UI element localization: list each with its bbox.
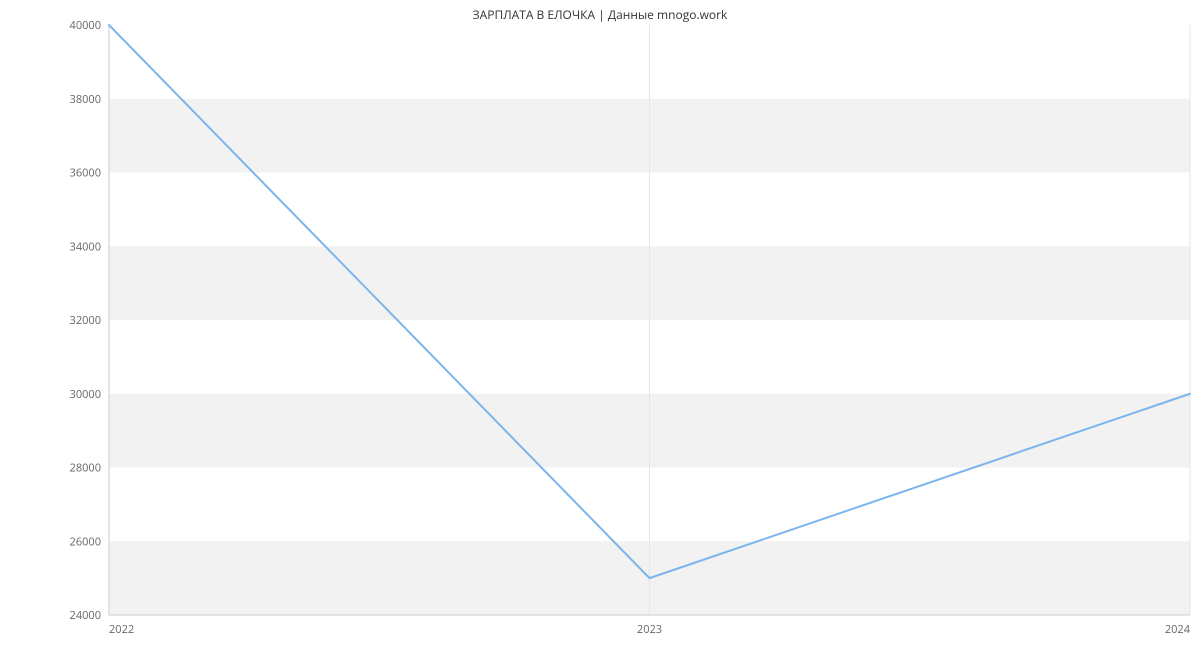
salary-line-chart: ЗАРПЛАТА В ЕЛОЧКА | Данные mnogo.work 24… (0, 0, 1200, 650)
y-tick-label: 28000 (70, 461, 101, 476)
y-tick-label: 34000 (70, 239, 101, 254)
y-tick-label: 38000 (70, 92, 101, 107)
y-tick-label: 24000 (70, 608, 101, 623)
y-tick-label: 36000 (70, 166, 101, 181)
chart-svg: 24000 26000 28000 30000 32000 34000 36000 38000… (0, 0, 1200, 650)
x-tick-label: 2022 (109, 622, 134, 637)
x-tick-label: 2024 (1165, 622, 1191, 637)
y-tick-label: 32000 (70, 313, 101, 328)
y-tick-label: 26000 (70, 534, 101, 549)
chart-title: ЗАРПЛАТА В ЕЛОЧКА | Данные mnogo.work (0, 6, 1200, 23)
y-tick-label: 30000 (70, 387, 101, 402)
x-tick-label: 2023 (637, 622, 662, 637)
